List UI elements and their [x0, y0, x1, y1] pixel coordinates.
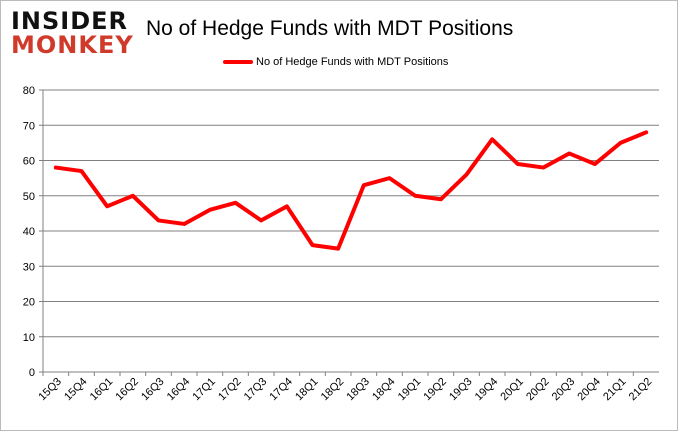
legend-label: No of Hedge Funds with MDT Positions — [256, 56, 449, 68]
y-tick-label: 80 — [23, 85, 35, 97]
x-tick-label: 16Q2 — [113, 376, 141, 404]
x-tick-label: 16Q4 — [165, 376, 193, 404]
x-tick-label: 15Q4 — [62, 376, 90, 404]
x-tick-label: 20Q1 — [498, 376, 526, 404]
x-tick-label: 18Q3 — [344, 376, 372, 404]
logo-line2: MONKEY — [11, 31, 134, 59]
chart-title: No of Hedge Funds with MDT Positions — [146, 17, 514, 40]
x-tick-label: 21Q2 — [627, 376, 655, 404]
y-tick-label: 30 — [23, 261, 35, 273]
x-tick-label: 16Q3 — [139, 376, 167, 404]
y-tick-label: 0 — [29, 367, 35, 379]
series-line — [53, 130, 649, 251]
y-tick-label: 50 — [23, 191, 35, 203]
x-tick-label: 19Q4 — [473, 376, 501, 404]
x-tick-label: 20Q2 — [524, 376, 552, 404]
x-tick-label: 18Q4 — [370, 376, 398, 404]
x-tick-label: 20Q3 — [550, 376, 578, 404]
x-tick-label: 16Q1 — [88, 376, 116, 404]
x-tick-label: 17Q2 — [216, 376, 244, 404]
x-tick-label: 17Q1 — [190, 376, 218, 404]
x-tick-label: 19Q1 — [396, 376, 424, 404]
x-tick-label: 19Q2 — [421, 376, 449, 404]
y-tick-label: 10 — [23, 332, 35, 344]
y-tick-label: 70 — [23, 120, 35, 132]
x-tick-label: 21Q1 — [601, 376, 629, 404]
logo-line1: INSIDER — [11, 7, 129, 35]
insider-monkey-logo: INSIDER MONKEY — [11, 9, 134, 57]
legend-swatch — [223, 60, 253, 64]
x-tick-label: 18Q1 — [293, 376, 321, 404]
y-tick-label: 40 — [23, 226, 35, 238]
x-tick-label: 19Q3 — [447, 376, 475, 404]
x-tick-label: 20Q4 — [575, 376, 603, 404]
x-tick-label: 17Q3 — [242, 376, 270, 404]
x-tick-label: 18Q2 — [319, 376, 347, 404]
y-tick-label: 20 — [23, 297, 35, 309]
legend: No of Hedge Funds with MDT Positions — [223, 56, 448, 68]
x-tick-label: 15Q3 — [36, 376, 64, 404]
x-tick-label: 17Q4 — [267, 376, 295, 404]
y-tick-label: 60 — [23, 156, 35, 168]
